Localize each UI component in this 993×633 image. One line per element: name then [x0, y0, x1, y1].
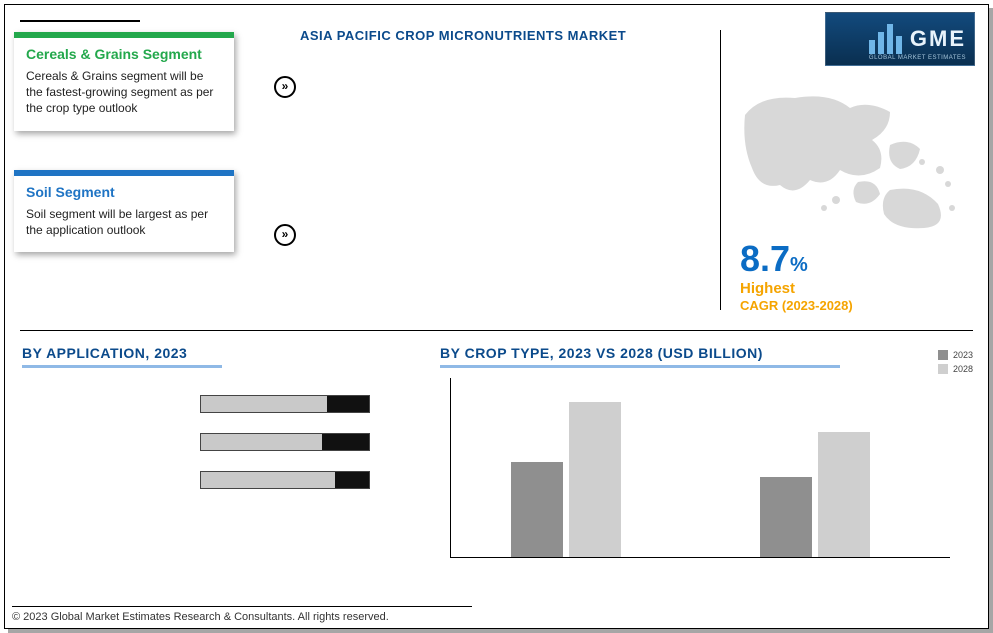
title-underline	[440, 365, 840, 368]
copyright-text: © 2023 Global Market Estimates Research …	[12, 606, 472, 623]
cagr-number: 8.7	[740, 238, 790, 279]
bar-2023	[760, 477, 812, 557]
hbar-row	[200, 433, 370, 451]
arrow-circle-icon	[274, 76, 296, 98]
card-soil: Soil Segment Soil segment will be larges…	[14, 170, 234, 252]
section-by-application: BY APPLICATION, 2023	[22, 345, 222, 368]
section-by-crop-type: BY CROP TYPE, 2023 VS 2028 (USD BILLION)	[440, 345, 840, 368]
card-stripe	[14, 170, 234, 176]
bar-cluster	[511, 402, 621, 557]
legend-swatch-2028	[938, 364, 948, 374]
card-body: Soil segment will be largest as per the …	[26, 206, 222, 238]
decorative-dash	[20, 20, 140, 22]
card-title: Soil Segment	[26, 184, 222, 200]
hbar-seg-b	[327, 396, 369, 412]
logo-sub: GLOBAL MARKET ESTIMATES	[869, 55, 966, 61]
hbar-seg-a	[201, 472, 335, 488]
hbar-seg-a	[201, 434, 322, 450]
bar-2028	[569, 402, 621, 557]
card-title: Cereals & Grains Segment	[26, 46, 222, 62]
bar-cluster	[760, 432, 870, 557]
percent-sign: %	[790, 254, 808, 276]
hbar-seg-a	[201, 396, 327, 412]
card-cereals: Cereals & Grains Segment Cereals & Grain…	[14, 32, 234, 131]
page-title: ASIA PACIFIC CROP MICRONUTRIENTS MARKET	[300, 28, 626, 43]
legend-swatch-2023	[938, 350, 948, 360]
crop-legend: 2023 2028	[938, 350, 973, 378]
legend-label: 2023	[953, 350, 973, 360]
crop-type-bar-chart	[450, 378, 950, 558]
asia-pacific-map-icon	[740, 90, 970, 230]
title-underline	[22, 365, 222, 368]
application-hbar-chart	[200, 395, 370, 509]
section-title: BY CROP TYPE, 2023 VS 2028 (USD BILLION)	[440, 345, 840, 361]
arrow-circle-icon	[274, 224, 296, 246]
hbar-row	[200, 395, 370, 413]
cagr-label-range: CAGR (2023-2028)	[740, 298, 853, 313]
divider-horizontal	[20, 330, 973, 331]
cagr-value: 8.7%	[740, 238, 808, 280]
cagr-label-highest: Highest	[740, 280, 795, 297]
divider-vertical	[720, 30, 721, 310]
logo-text: GME	[910, 26, 966, 52]
logo-bars-icon	[869, 24, 902, 54]
bar-2028	[818, 432, 870, 557]
hbar-seg-b	[322, 434, 369, 450]
hbar-row	[200, 471, 370, 489]
bar-2023	[511, 462, 563, 557]
gme-logo: GME GLOBAL MARKET ESTIMATES	[825, 12, 975, 66]
card-stripe	[14, 32, 234, 38]
hbar-seg-b	[335, 472, 369, 488]
legend-label: 2028	[953, 364, 973, 374]
card-body: Cereals & Grains segment will be the fas…	[26, 68, 222, 117]
section-title: BY APPLICATION, 2023	[22, 345, 222, 361]
